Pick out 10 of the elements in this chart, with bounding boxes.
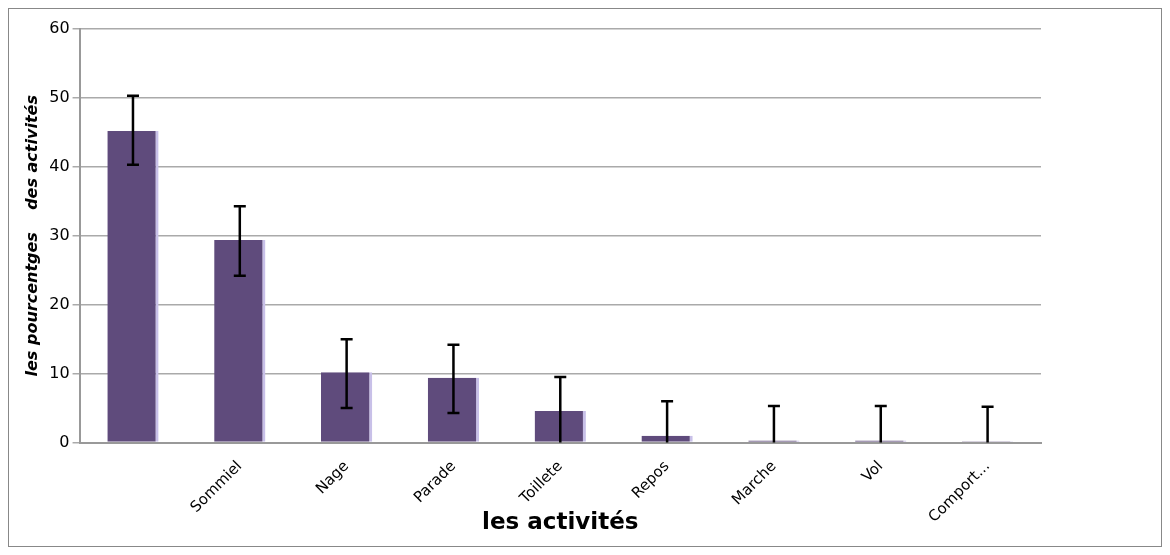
y-tick-label: 30 (49, 224, 70, 244)
y-tick-label: 20 (49, 293, 70, 313)
y-tick-label: 50 (49, 87, 70, 107)
y-tick-label: 10 (49, 362, 70, 382)
x-axis-title: les activités (482, 508, 639, 535)
y-axis-title: les pourcentges des activités (21, 95, 41, 377)
y-tick-label: 40 (49, 156, 70, 176)
x-tick-label: Vol (857, 456, 887, 486)
y-tick-label: 60 (49, 18, 70, 38)
y-tick-label: 0 (59, 431, 70, 451)
